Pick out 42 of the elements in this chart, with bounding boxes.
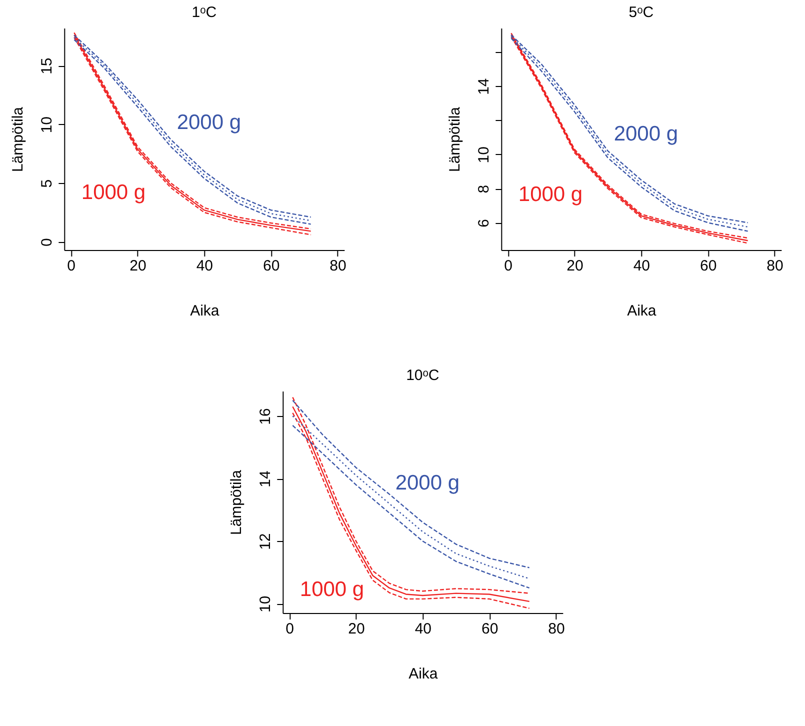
- x-tick-label: 20: [348, 620, 365, 638]
- x-tick-label: 40: [196, 258, 214, 274]
- x-tick-label: 0: [504, 258, 512, 274]
- x-tick-label: 40: [633, 258, 650, 274]
- y-tick-label: 16: [257, 408, 274, 425]
- x-tick-label: 60: [700, 258, 717, 274]
- y-axis-title: Lämpötila: [10, 106, 27, 172]
- x-tick-label: 80: [766, 258, 784, 274]
- y-tick-label: 14: [257, 470, 274, 488]
- y-tick-label: 0: [38, 238, 56, 246]
- series-label: 2000 g: [395, 472, 460, 495]
- x-tick-label: 80: [548, 620, 565, 638]
- series-label: 2000 g: [176, 111, 242, 134]
- series-label: 1000 g: [518, 182, 583, 206]
- series-label: 2000 g: [614, 122, 678, 146]
- y-tick-label: 6: [476, 219, 493, 228]
- x-tick-label: 80: [330, 258, 346, 274]
- y-tick-label: 12: [257, 533, 274, 550]
- x-tick-label: 0: [286, 620, 294, 638]
- y-axis-title: Lämpötila: [446, 106, 464, 172]
- x-tick-label: 20: [130, 258, 146, 274]
- y-axis-title: Lämpötila: [228, 469, 246, 536]
- x-tick-label: 60: [481, 620, 498, 638]
- y-tick-label: 10: [476, 146, 493, 164]
- series-label: 1000 g: [81, 180, 146, 204]
- y-tick-label: 5: [38, 179, 56, 188]
- y-tick-label: 8: [476, 184, 493, 194]
- y-tick-label: 10: [38, 116, 56, 134]
- chart-title: 5ᵒC: [628, 4, 654, 21]
- x-tick-label: 60: [262, 258, 280, 274]
- x-tick-label: 0: [67, 258, 76, 274]
- x-tick-label: 20: [566, 258, 584, 274]
- x-tick-label: 40: [414, 620, 432, 638]
- x-axis-title: Aika: [190, 302, 220, 320]
- y-tick-label: 14: [476, 78, 493, 95]
- y-tick-label: 15: [38, 58, 56, 74]
- chart-title: 1ᵒC: [192, 4, 217, 21]
- x-axis-title: Aika: [627, 302, 657, 320]
- series-label: 1000 g: [300, 578, 364, 601]
- y-tick-label: 10: [257, 596, 274, 612]
- chart-title: 10ᵒC: [406, 367, 440, 384]
- x-axis-title: Aika: [408, 666, 438, 682]
